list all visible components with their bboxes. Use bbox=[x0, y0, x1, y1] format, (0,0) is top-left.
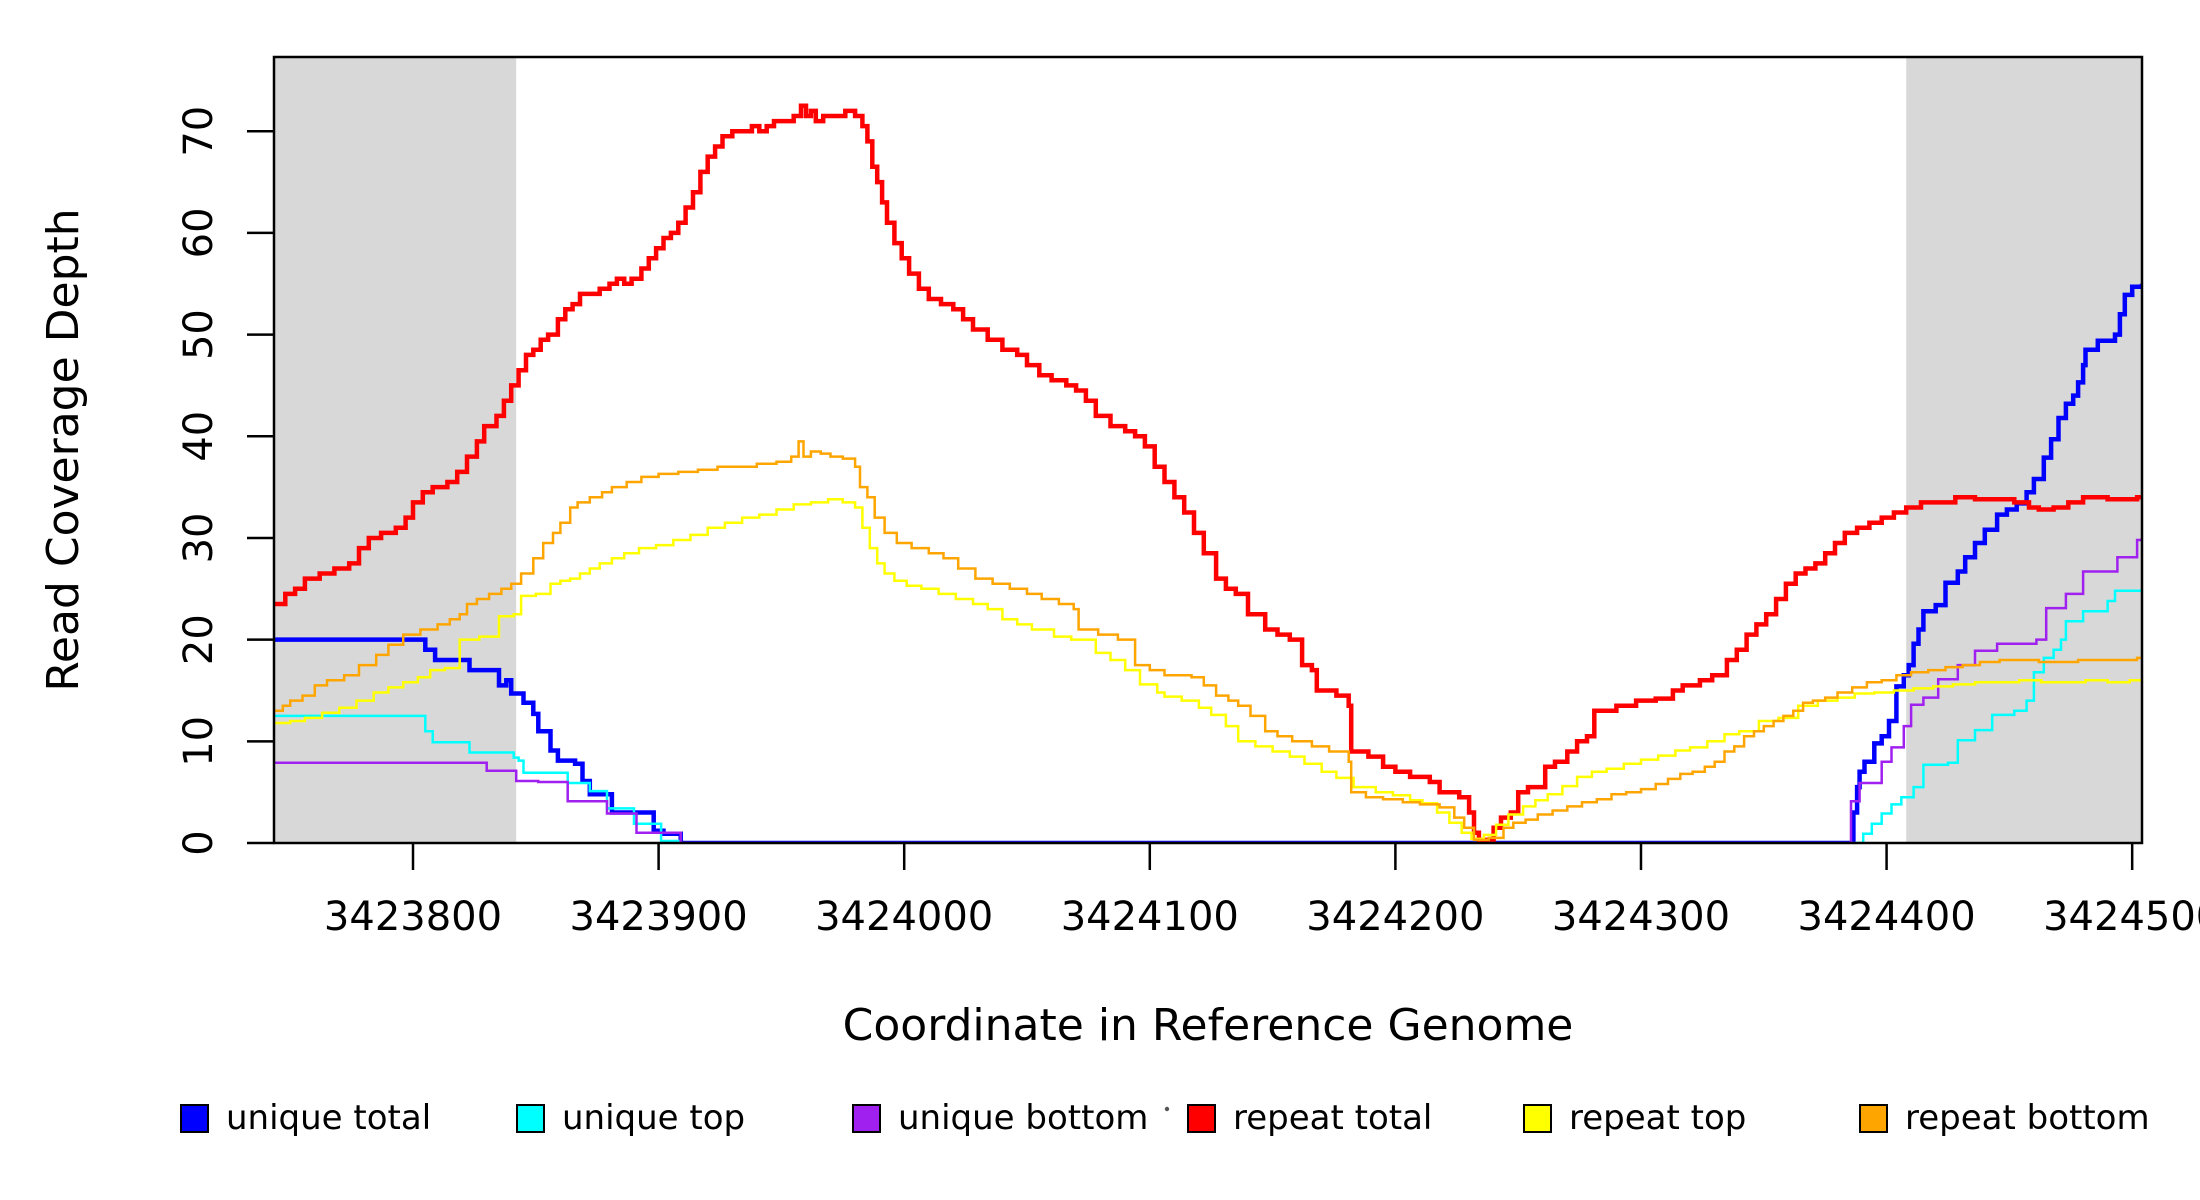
series-repeat-total bbox=[274, 103, 2142, 843]
x-axis-title: Coordinate in Reference Genome bbox=[843, 1000, 1574, 1051]
y-tick-label: 10 bbox=[176, 716, 222, 767]
right-gray-region bbox=[1906, 57, 2142, 843]
x-tick-label: 3424200 bbox=[1306, 894, 1484, 940]
legend-swatch-unique-total bbox=[180, 1104, 209, 1133]
shaded-regions-layer bbox=[274, 57, 2142, 843]
legend-label-repeat-top: repeat top bbox=[1569, 1098, 1746, 1138]
legend-label-unique-top: unique top bbox=[562, 1098, 745, 1138]
x-tick-label: 3424100 bbox=[1061, 894, 1239, 940]
plot-border bbox=[272, 55, 2144, 845]
legend-swatch-unique-top bbox=[516, 1104, 545, 1133]
y-axis-title: Read Coverage Depth bbox=[38, 208, 89, 691]
y-tick-label: 70 bbox=[176, 106, 222, 157]
series-repeat-bottom bbox=[274, 440, 2142, 842]
series-layer bbox=[274, 103, 2142, 843]
x-tick-label: 3424400 bbox=[1798, 894, 1976, 940]
left-gray-region bbox=[274, 57, 517, 843]
y-tick-label: 30 bbox=[176, 513, 222, 564]
series-unique-bottom bbox=[274, 538, 2142, 843]
x-tick-label: 3424000 bbox=[815, 894, 993, 940]
y-tick-label: 40 bbox=[176, 411, 222, 462]
legend-label-unique-total: unique total bbox=[226, 1098, 431, 1138]
legend: unique total unique top unique bottom repea… bbox=[180, 1098, 2150, 1138]
series-unique-total bbox=[274, 283, 2142, 843]
legend-swatch-repeat-bottom bbox=[1859, 1104, 1888, 1133]
x-tick-label: 3424300 bbox=[1552, 894, 1730, 940]
legend-swatch-repeat-top bbox=[1523, 1104, 1552, 1133]
y-tick-label: 50 bbox=[176, 309, 222, 360]
axes-layer: 3423800 3423900 3424000 3424100 3424200 34243… bbox=[176, 55, 2200, 940]
x-tick-label: 3423800 bbox=[324, 894, 502, 940]
x-tick-label: 3423900 bbox=[570, 894, 748, 940]
legend-label-repeat-total: repeat total bbox=[1233, 1098, 1432, 1138]
legend-label-unique-bottom: unique bottom bbox=[898, 1098, 1148, 1138]
y-tick-label: 60 bbox=[176, 207, 222, 258]
legend-swatch-unique-bottom bbox=[852, 1104, 881, 1133]
legend-label-repeat-bottom: repeat bottom bbox=[1905, 1098, 2150, 1138]
legend-swatch-repeat-total bbox=[1187, 1104, 1216, 1133]
y-tick-label: 0 bbox=[176, 830, 222, 855]
y-tick-label: 20 bbox=[176, 614, 222, 665]
stray-mark bbox=[1164, 1106, 1170, 1112]
series-repeat-top bbox=[274, 498, 2142, 841]
series-unique-top bbox=[274, 588, 2142, 843]
